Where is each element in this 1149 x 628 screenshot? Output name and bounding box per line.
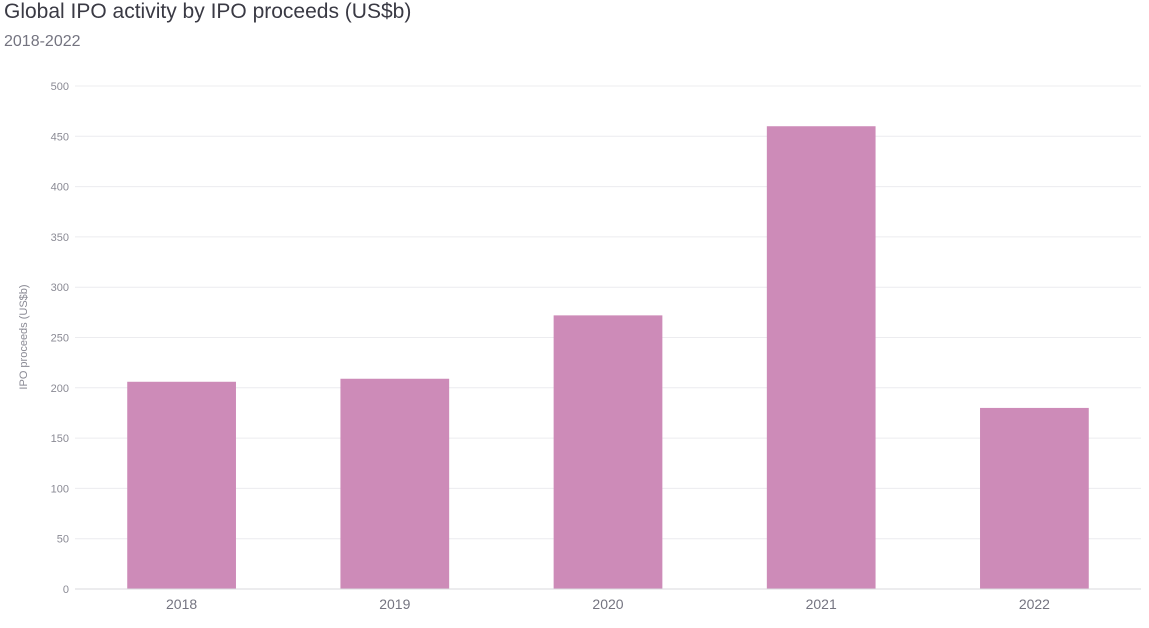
x-tick-label: 2020 bbox=[592, 596, 623, 612]
y-tick-label: 100 bbox=[51, 483, 69, 495]
bar-2018 bbox=[127, 381, 236, 589]
y-tick-label: 250 bbox=[51, 333, 69, 345]
x-tick-label: 2019 bbox=[379, 596, 410, 612]
x-ticks: 2018 2019 2020 2021 2022 bbox=[166, 596, 1050, 612]
bar-2021 bbox=[766, 126, 876, 590]
y-tick-label: 0 bbox=[63, 584, 69, 596]
bars bbox=[127, 126, 1089, 590]
x-tick-label: 2018 bbox=[166, 596, 197, 612]
y-ticks: 0 50 100 150 200 250 300 350 400 450 500 bbox=[51, 81, 69, 596]
x-tick-label: 2022 bbox=[1019, 596, 1050, 612]
chart-title: Global IPO activity by IPO proceeds (US$… bbox=[4, 0, 412, 23]
y-tick-label: 300 bbox=[51, 282, 69, 294]
y-tick-label: 200 bbox=[51, 383, 69, 395]
bar-2019 bbox=[340, 378, 450, 589]
grid-lines bbox=[75, 85, 1141, 540]
bar-2020 bbox=[553, 315, 663, 589]
y-axis-label: IPO proceeds (US$b) bbox=[18, 284, 30, 389]
x-tick-label: 2021 bbox=[806, 596, 837, 612]
y-tick-label: 150 bbox=[51, 433, 69, 445]
y-tick-label: 450 bbox=[51, 131, 69, 143]
y-tick-label: 350 bbox=[51, 232, 69, 244]
chart-subtitle: 2018-2022 bbox=[4, 33, 81, 50]
y-tick-label: 50 bbox=[57, 534, 69, 546]
y-tick-label: 500 bbox=[51, 81, 69, 93]
y-tick-label: 400 bbox=[51, 182, 69, 194]
bar-2022 bbox=[980, 407, 1089, 589]
